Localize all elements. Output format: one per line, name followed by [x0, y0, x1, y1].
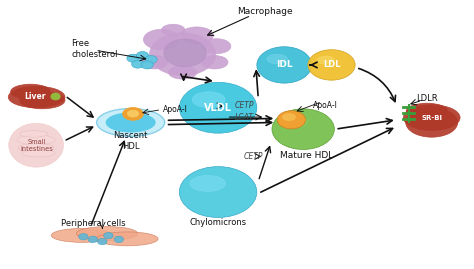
Ellipse shape: [179, 167, 257, 217]
Ellipse shape: [9, 123, 64, 167]
Text: CETP: CETP: [234, 101, 254, 110]
Text: LDL: LDL: [323, 61, 340, 69]
Ellipse shape: [141, 61, 154, 69]
Ellipse shape: [123, 108, 144, 120]
Ellipse shape: [192, 92, 225, 108]
Text: VLDL: VLDL: [204, 103, 232, 113]
Ellipse shape: [98, 238, 107, 245]
Ellipse shape: [127, 54, 139, 62]
Ellipse shape: [88, 236, 98, 243]
Ellipse shape: [308, 50, 355, 80]
Ellipse shape: [318, 56, 334, 64]
Ellipse shape: [168, 66, 197, 79]
Ellipse shape: [202, 39, 231, 54]
Ellipse shape: [19, 131, 48, 137]
Ellipse shape: [406, 103, 448, 119]
Ellipse shape: [161, 24, 185, 36]
Ellipse shape: [137, 52, 149, 59]
Ellipse shape: [403, 105, 460, 130]
Ellipse shape: [272, 109, 334, 150]
Text: Mature HDL: Mature HDL: [280, 151, 334, 160]
Ellipse shape: [283, 114, 296, 121]
Ellipse shape: [277, 111, 306, 129]
Text: SR-BI: SR-BI: [421, 115, 442, 121]
Text: Small
intestines: Small intestines: [21, 139, 54, 152]
Ellipse shape: [51, 93, 60, 100]
Ellipse shape: [144, 29, 179, 50]
Ellipse shape: [128, 110, 139, 117]
Ellipse shape: [150, 33, 216, 76]
Text: IDL: IDL: [276, 61, 292, 69]
Ellipse shape: [10, 84, 50, 99]
Ellipse shape: [267, 54, 288, 64]
Ellipse shape: [51, 228, 113, 242]
Ellipse shape: [22, 150, 55, 157]
Ellipse shape: [257, 47, 312, 83]
Text: LCAT: LCAT: [235, 113, 254, 122]
Text: Free
cholesterol: Free cholesterol: [72, 39, 118, 59]
Ellipse shape: [17, 135, 55, 145]
Ellipse shape: [97, 109, 164, 136]
Ellipse shape: [141, 56, 167, 69]
Ellipse shape: [164, 39, 206, 67]
Text: Chylomicrons: Chylomicrons: [190, 218, 246, 226]
Text: CETP: CETP: [244, 152, 263, 161]
Ellipse shape: [180, 27, 213, 44]
Ellipse shape: [145, 56, 157, 63]
Text: ApoA-I: ApoA-I: [163, 105, 188, 114]
Ellipse shape: [106, 113, 155, 132]
Ellipse shape: [406, 108, 458, 137]
Text: Peripheral cells: Peripheral cells: [61, 219, 125, 228]
Text: Nascent
HDL: Nascent HDL: [113, 131, 148, 151]
Ellipse shape: [201, 56, 228, 69]
Ellipse shape: [18, 144, 54, 152]
Text: ApoA-I: ApoA-I: [313, 101, 338, 109]
Ellipse shape: [19, 92, 65, 109]
Ellipse shape: [76, 226, 138, 240]
Text: Liver: Liver: [24, 92, 46, 101]
Ellipse shape: [97, 232, 158, 246]
Ellipse shape: [282, 116, 308, 128]
Ellipse shape: [79, 233, 88, 240]
Ellipse shape: [179, 82, 257, 133]
Ellipse shape: [8, 86, 65, 108]
Ellipse shape: [190, 175, 226, 192]
Ellipse shape: [104, 232, 113, 239]
Text: Macrophage: Macrophage: [237, 7, 293, 16]
Ellipse shape: [132, 60, 144, 68]
Ellipse shape: [114, 236, 124, 243]
Text: LDLR: LDLR: [416, 94, 438, 103]
